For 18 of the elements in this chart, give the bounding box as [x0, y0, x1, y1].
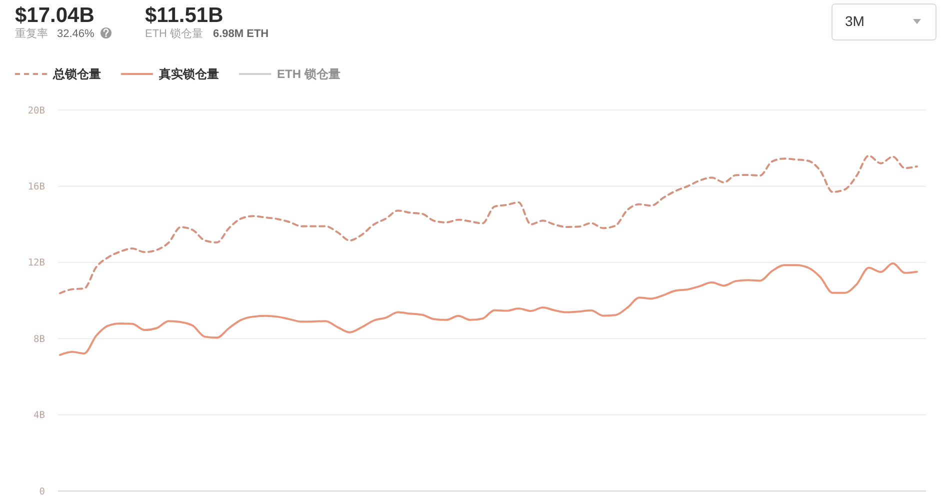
y-tick-label: 20B — [28, 105, 46, 116]
text: $17.04B — [15, 4, 94, 27]
legend-label: 真实锁仓量 — [158, 67, 219, 82]
line-series — [59, 262, 918, 356]
text: ETH 锁仓量 — [145, 28, 204, 40]
text: 重复率 — [15, 27, 48, 40]
text: 3M — [845, 13, 864, 29]
y-tick-label: 4B — [34, 410, 46, 422]
legend-label: 总锁仓量 — [52, 67, 101, 82]
y-tick-label: 16B — [28, 182, 46, 193]
y-tick-label: 12B — [28, 258, 46, 269]
y-tick-label: 8B — [34, 334, 46, 345]
y-tick-label: 0 — [39, 486, 46, 498]
legend-label: ETH 锁仓量 — [277, 67, 340, 82]
line-series — [59, 154, 918, 294]
text: 32.46% — [57, 28, 95, 40]
text: $11.51B — [145, 4, 224, 27]
text: 6.98M ETH — [213, 28, 269, 40]
